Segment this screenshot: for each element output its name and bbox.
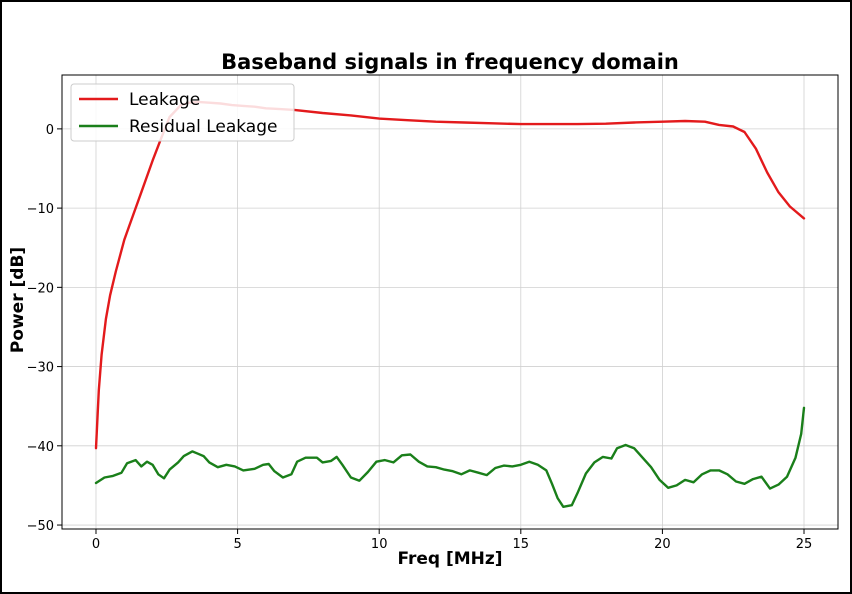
x-tick-label: 10 (371, 537, 388, 552)
legend-label-leakage: Leakage (129, 90, 200, 110)
x-tick-label: 5 (233, 537, 241, 552)
x-tick-label: 20 (654, 537, 671, 552)
y-tick-label: 0 (46, 123, 54, 138)
x-tick-label: 15 (513, 537, 530, 552)
series-line-leakage (94, 100, 806, 450)
y-tick-label: −30 (27, 361, 54, 376)
y-tick-label: −50 (27, 519, 54, 534)
y-tick-label: −40 (27, 440, 54, 455)
chart-title: Baseband signals in frequency domain (221, 50, 679, 74)
y-axis-label: Power [dB] (8, 247, 28, 353)
x-tick-label: 0 (92, 537, 100, 552)
legend-box (70, 83, 295, 142)
plot-area-frame (61, 74, 839, 530)
y-tick-label: −20 (27, 281, 54, 296)
y-tick-label: −10 (27, 202, 54, 217)
x-axis-label: Freq [MHz] (397, 549, 502, 569)
x-tick-label: 25 (796, 537, 813, 552)
axis-ticks: 0 5 10 15 20 25 0 −10 −20 −30 −40 −50 (27, 123, 813, 552)
legend-label-residual-leakage: Residual Leakage (129, 117, 277, 137)
legend: Leakage Residual Leakage (70, 83, 295, 142)
series-layer (94, 100, 806, 508)
series-line-residual-leakage (94, 406, 806, 508)
